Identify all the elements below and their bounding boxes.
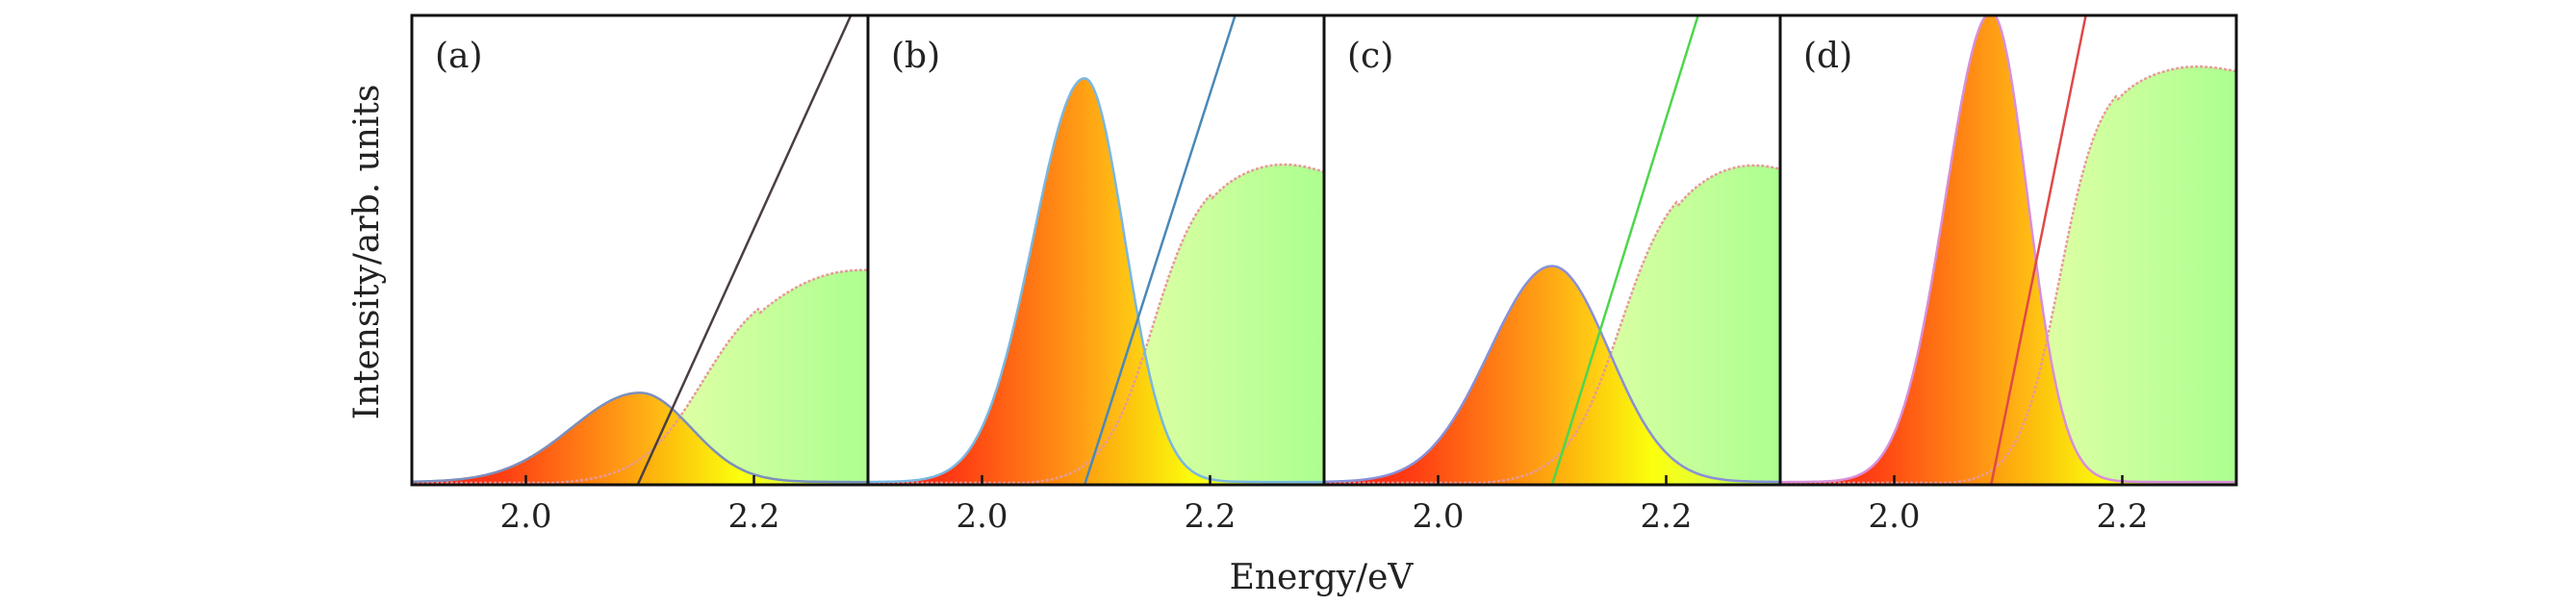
absorption-area (1324, 165, 1780, 485)
absorption-line (868, 163, 1324, 485)
absorption-line (1780, 65, 2236, 485)
panel-plot-area (1324, 15, 1780, 485)
tangent-line (1989, 15, 2087, 485)
absorption-area (868, 164, 1324, 485)
tangent-line (1083, 15, 1237, 485)
panel-label: (d) (1803, 37, 1852, 76)
emission-area (412, 392, 868, 485)
panel-label: (a) (435, 37, 483, 76)
x-tick-label: 2.0 (1868, 497, 1920, 536)
x-tick-label: 2.2 (2096, 497, 2148, 536)
panel-c: 2.0 2.2 (c) (1322, 13, 1782, 536)
emission-line (1780, 15, 2236, 484)
x-tick-label: 2.0 (1412, 497, 1464, 536)
panel-label: (c) (1347, 37, 1393, 76)
emission-line (412, 391, 868, 484)
x-tick-label: 2.2 (1640, 497, 1692, 536)
panel-label: (b) (891, 37, 940, 76)
panels: 2.0 2.2 (a) 2.0 2.2 (b) 2.0 2.2 (c) 2.0 2.2 (d) (410, 13, 2238, 536)
x-tick-label: 2.2 (727, 497, 779, 536)
x-tick-label: 2.0 (499, 497, 551, 536)
panel-b: 2.0 2.2 (b) (866, 13, 1326, 536)
panel-d: 2.0 2.2 (d) (1778, 13, 2238, 536)
emission-line (1324, 265, 1780, 484)
x-axis-title: Energy/eV (1230, 558, 1415, 597)
tangent-line (636, 15, 853, 485)
panel-a: 2.0 2.2 (a) (410, 13, 870, 536)
emission-area (1780, 15, 2236, 485)
absorption-area (1780, 66, 2236, 485)
absorption-line (412, 268, 868, 485)
panel-frame (1778, 13, 2238, 487)
y-axis-title: Intensity/arb. units (347, 85, 387, 420)
absorption-line (1324, 164, 1780, 485)
emission-area (868, 78, 1324, 485)
tangent-line (1550, 15, 1699, 485)
panel-plot-area (412, 15, 868, 485)
emission-area (1324, 265, 1780, 485)
x-tick-label: 2.0 (956, 497, 1007, 536)
x-tick-label: 2.2 (1184, 497, 1236, 536)
emission-line (868, 77, 1324, 484)
panel-plot-area (1780, 15, 2236, 485)
absorption-area (412, 269, 868, 485)
panel-plot-area (868, 15, 1324, 485)
